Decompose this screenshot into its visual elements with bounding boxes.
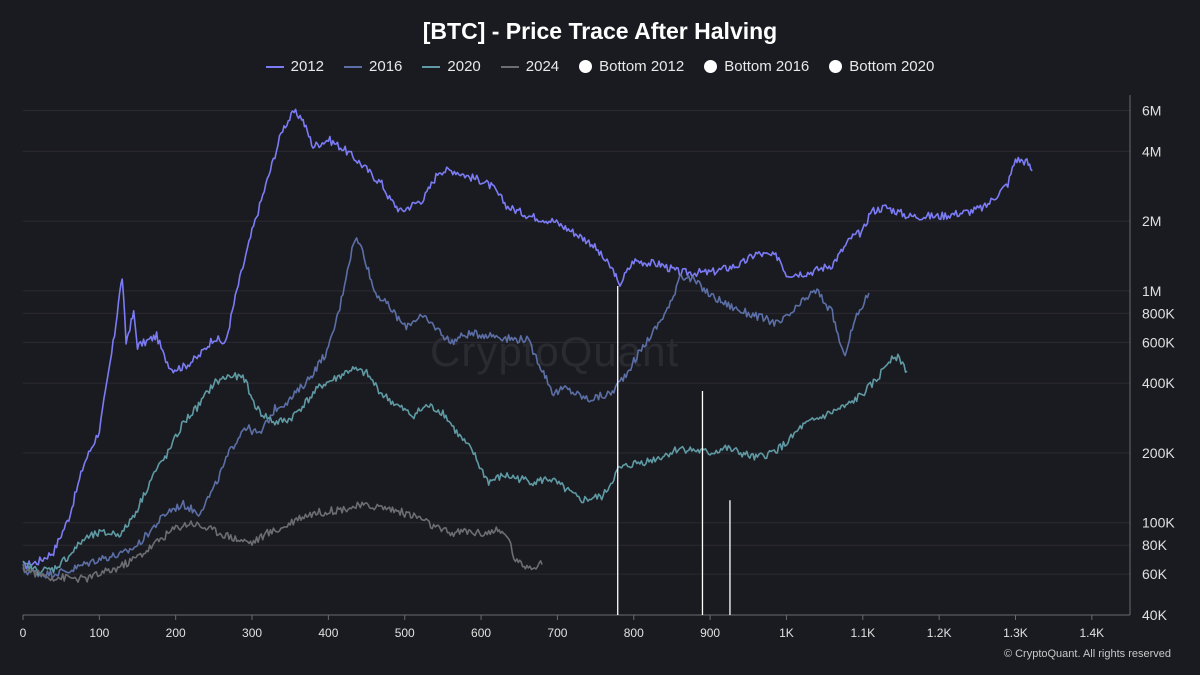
x-tick-label: 700 (547, 626, 567, 640)
legend-dot-swatch (579, 60, 593, 73)
x-tick-label: 100 (89, 626, 109, 640)
x-tick-label: 200 (166, 626, 186, 640)
legend-item-bottom-2012[interactable]: Bottom 2012 (579, 58, 684, 75)
x-tick-label: 0 (20, 626, 27, 640)
legend-dot-swatch (704, 60, 718, 73)
x-tick-label: 300 (242, 626, 262, 640)
y-tick-label: 80K (1142, 537, 1168, 553)
y-tick-label: 100K (1142, 515, 1175, 531)
copyright-notice: © CryptoQuant. All rights reserved (1003, 648, 1171, 660)
series-line-2012 (22, 108, 1033, 570)
y-tick-label: 400K (1142, 375, 1175, 391)
x-tick-label: 1K (779, 626, 794, 640)
y-tick-label: 1M (1142, 283, 1161, 299)
chart-title: [BTC] - Price Trace After Halving (422, 18, 778, 44)
legend-line-swatch (500, 65, 519, 68)
x-tick-label: 400 (318, 626, 338, 640)
watermark: CryptoQuant (430, 328, 680, 375)
x-tick-label: 1.3K (1003, 626, 1028, 640)
legend-label: Bottom 2012 (599, 58, 685, 75)
legend-item-bottom-2016[interactable]: Bottom 2016 (704, 58, 809, 75)
legend-label: Bottom 2020 (849, 58, 935, 75)
legend-label: 2016 (369, 58, 403, 75)
series-line-2016 (22, 237, 870, 579)
y-tick-label: 800K (1142, 305, 1175, 321)
legend-line-swatch (344, 65, 363, 68)
legend-item-2024[interactable]: 2024 (500, 58, 560, 75)
y-tick-label: 60K (1142, 566, 1168, 582)
x-tick-label: 600 (471, 626, 491, 640)
legend: 2012 2016 2020 2024 Bottom 2012 Bottom 2016 Bo… (0, 58, 1200, 75)
legend-label: 2012 (290, 58, 325, 75)
x-tick-label: 1.1K (850, 626, 875, 640)
x-tick-label: 500 (395, 626, 415, 640)
x-tick-label: 1.2K (927, 626, 952, 640)
legend-line-swatch (422, 65, 441, 68)
series-line-2020 (22, 353, 908, 576)
y-tick-label: 2M (1142, 213, 1161, 229)
legend-item-2020[interactable]: 2020 (422, 58, 481, 75)
y-tick-label: 600K (1142, 334, 1175, 350)
legend-line-swatch (265, 65, 284, 68)
y-tick-label: 200K (1142, 445, 1175, 461)
y-tick-label: 40K (1142, 607, 1168, 623)
legend-label: 2024 (525, 58, 560, 75)
legend-item-bottom-2020[interactable]: Bottom 2020 (829, 58, 934, 75)
series-line-2024 (22, 501, 543, 583)
legend-item-2016[interactable]: 2016 (344, 58, 402, 75)
legend-dot-swatch (829, 60, 843, 73)
x-tick-label: 1.4K (1079, 626, 1104, 640)
y-tick-label: 6M (1142, 103, 1161, 119)
legend-item-2012[interactable]: 2012 (265, 58, 325, 75)
x-tick-label: 800 (624, 626, 644, 640)
y-tick-label: 4M (1142, 143, 1161, 159)
x-tick-label: 900 (700, 626, 720, 640)
legend-label: 2020 (447, 58, 481, 75)
legend-label: Bottom 2016 (724, 58, 810, 75)
